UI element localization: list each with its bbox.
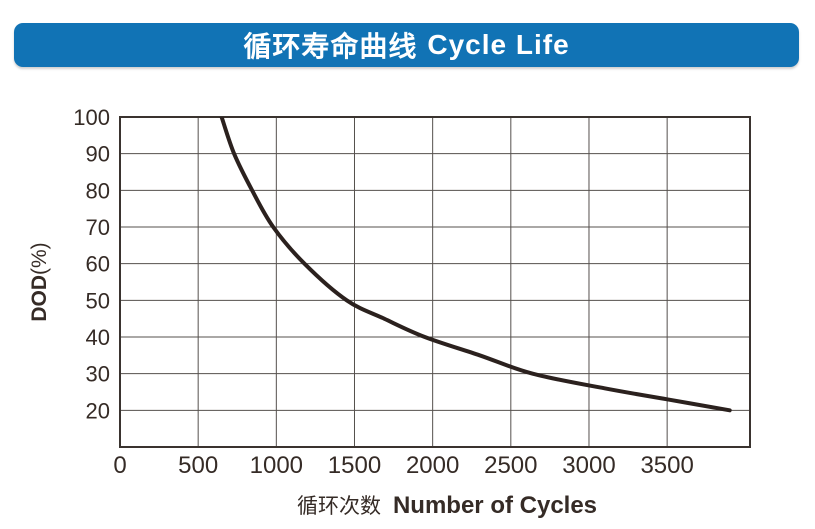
y-tick-label: 90 <box>86 142 110 167</box>
gridlines <box>119 116 750 447</box>
y-tick-label: 80 <box>86 178 110 203</box>
y-tick-label: 70 <box>86 215 110 240</box>
x-axis-title: 循环次数 Number of Cycles <box>297 492 597 519</box>
y-tick-label: 50 <box>86 288 110 313</box>
x-tick-label: 1500 <box>328 452 381 479</box>
x-tick-label: 2500 <box>484 452 537 479</box>
banner-title-en: Cycle Life <box>427 29 570 60</box>
x-tick-label: 2000 <box>406 452 459 479</box>
banner-title-cn: 循环寿命曲线 <box>243 31 418 62</box>
plot-border <box>119 116 751 448</box>
x-axis-title-en: Number of Cycles <box>393 492 597 519</box>
x-axis-title-cn: 循环次数 <box>297 495 381 518</box>
title-banner: 循环寿命曲线 Cycle Life <box>14 23 799 67</box>
y-axis-title-prefix: DOD <box>28 275 51 322</box>
y-tick-label: 60 <box>86 252 110 277</box>
y-axis-title: DOD(%) <box>28 242 51 321</box>
cycle-life-curve <box>219 117 732 413</box>
tick-labels: 0 500 1000 1500 2000 2500 3000 3500 20 30 40 50 60 70… <box>73 105 694 479</box>
x-tick-label: 500 <box>178 452 218 479</box>
x-tick-label: 3000 <box>562 452 615 479</box>
x-tick-label: 0 <box>113 452 126 479</box>
y-tick-label: 30 <box>86 362 110 387</box>
y-tick-label: 100 <box>73 105 110 130</box>
y-tick-label: 40 <box>86 325 110 350</box>
y-axis-title-suffix: (%) <box>28 242 51 275</box>
x-tick-label: 1000 <box>250 452 303 479</box>
x-tick-label: 3500 <box>640 452 693 479</box>
y-tick-label: 20 <box>86 398 110 423</box>
